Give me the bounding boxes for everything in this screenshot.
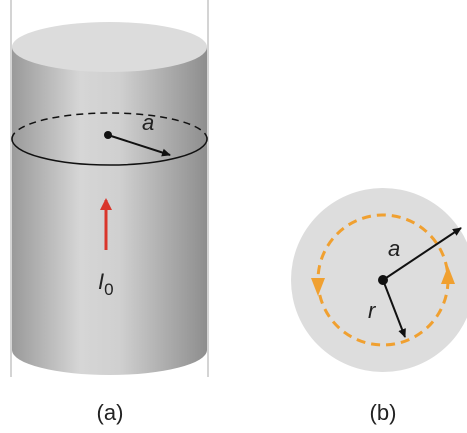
radius-label: a — [142, 110, 154, 135]
panel-b: a r (b) — [291, 188, 467, 425]
panel-a: a I0 (a) — [11, 0, 208, 425]
cylinder-top — [12, 22, 207, 72]
cylinder-body — [12, 47, 207, 375]
caption: (b) — [370, 400, 397, 425]
caption: (a) — [97, 400, 124, 425]
current-subscript: 0 — [104, 280, 113, 299]
figure: a I0 (a) a r (b) — [0, 0, 467, 433]
radius-label: a — [388, 236, 400, 261]
